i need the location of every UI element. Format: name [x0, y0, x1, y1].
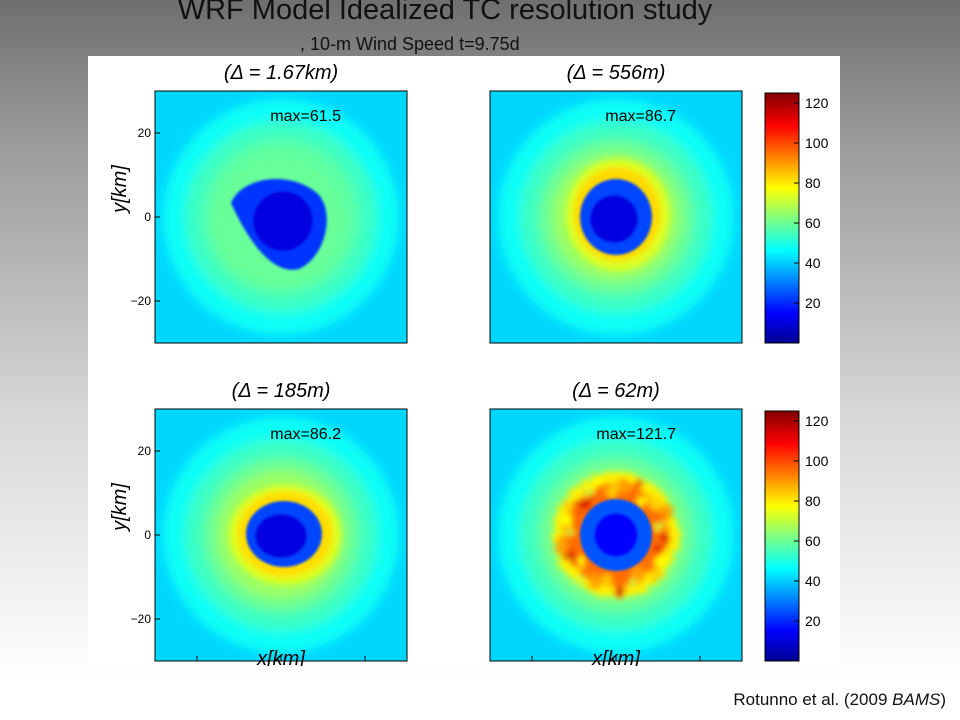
colorbar-tick-label: 20 — [805, 613, 821, 629]
slide-subtitle: , 10-m Wind Speed t=9.75d — [300, 34, 520, 54]
x-axis-label: x[km] — [591, 648, 640, 666]
heatmap-panel-1 — [155, 91, 407, 343]
panel-max-label: max=86.7 — [605, 108, 676, 125]
colorbar-tick-label: 80 — [805, 493, 821, 509]
colorbar-1 — [764, 92, 800, 344]
panel-frame — [489, 90, 743, 344]
colorbar-tick-label: 80 — [805, 175, 821, 191]
slide-title: WRF Model Idealized TC resolution study — [177, 0, 713, 26]
colorbar-tick-label: 40 — [805, 573, 821, 589]
storm-eye — [580, 499, 652, 571]
y-axis-label: y[km] — [109, 165, 131, 215]
x-axis-label: x[km] — [256, 648, 305, 666]
heatmap-panel-4 — [490, 409, 742, 661]
heatmap-panel-2 — [490, 91, 742, 343]
citation-prefix: Rotunno et al. (2009 — [733, 690, 893, 709]
colorbar-tick-label: 100 — [805, 453, 829, 469]
colorbar-tick-label: 100 — [805, 135, 829, 151]
colorbar-tick-label: 60 — [805, 215, 821, 231]
colorbar-tick-label: 120 — [805, 413, 829, 429]
citation: Rotunno et al. (2009 BAMS) — [733, 690, 946, 710]
y-tick-label: 20 — [138, 444, 152, 458]
colorbar-tick-label: 20 — [805, 295, 821, 311]
panel-max-label: max=61.5 — [270, 108, 341, 125]
storm-eye — [231, 179, 327, 270]
y-tick-label: 0 — [144, 210, 151, 224]
colorbar-tick-label: 60 — [805, 533, 821, 549]
y-tick-label: 0 — [144, 528, 151, 542]
y-tick-label: −20 — [131, 612, 152, 626]
citation-suffix: ) — [940, 690, 946, 709]
colorbar-tick-label: 40 — [805, 255, 821, 271]
panel-title: (Δ = 556m) — [567, 62, 666, 84]
panel-max-label: max=121.7 — [596, 426, 676, 443]
storm-eye — [246, 501, 322, 567]
y-axis-label: y[km] — [109, 483, 131, 533]
y-tick-label: 20 — [138, 126, 152, 140]
panel-title: (Δ = 1.67km) — [224, 62, 338, 84]
storm-eye — [580, 179, 652, 255]
colorbar-2 — [764, 410, 800, 662]
figure-panel: (Δ = 1.67km) max=61.5 20 0 −20 y[km] (Δ = 556m… — [88, 56, 840, 680]
panel-title: (Δ = 62m) — [572, 380, 660, 402]
panel-title: (Δ = 185m) — [232, 380, 331, 402]
panel-max-label: max=86.2 — [270, 426, 341, 443]
wind-speed-heatmaps: (Δ = 1.67km) max=61.5 20 0 −20 y[km] (Δ = 556m… — [109, 62, 829, 680]
colorbar-tick-label: 120 — [805, 95, 829, 111]
heatmap-panel-3 — [155, 409, 407, 661]
citation-journal: BAMS — [892, 690, 941, 709]
y-tick-label: −20 — [131, 294, 152, 308]
